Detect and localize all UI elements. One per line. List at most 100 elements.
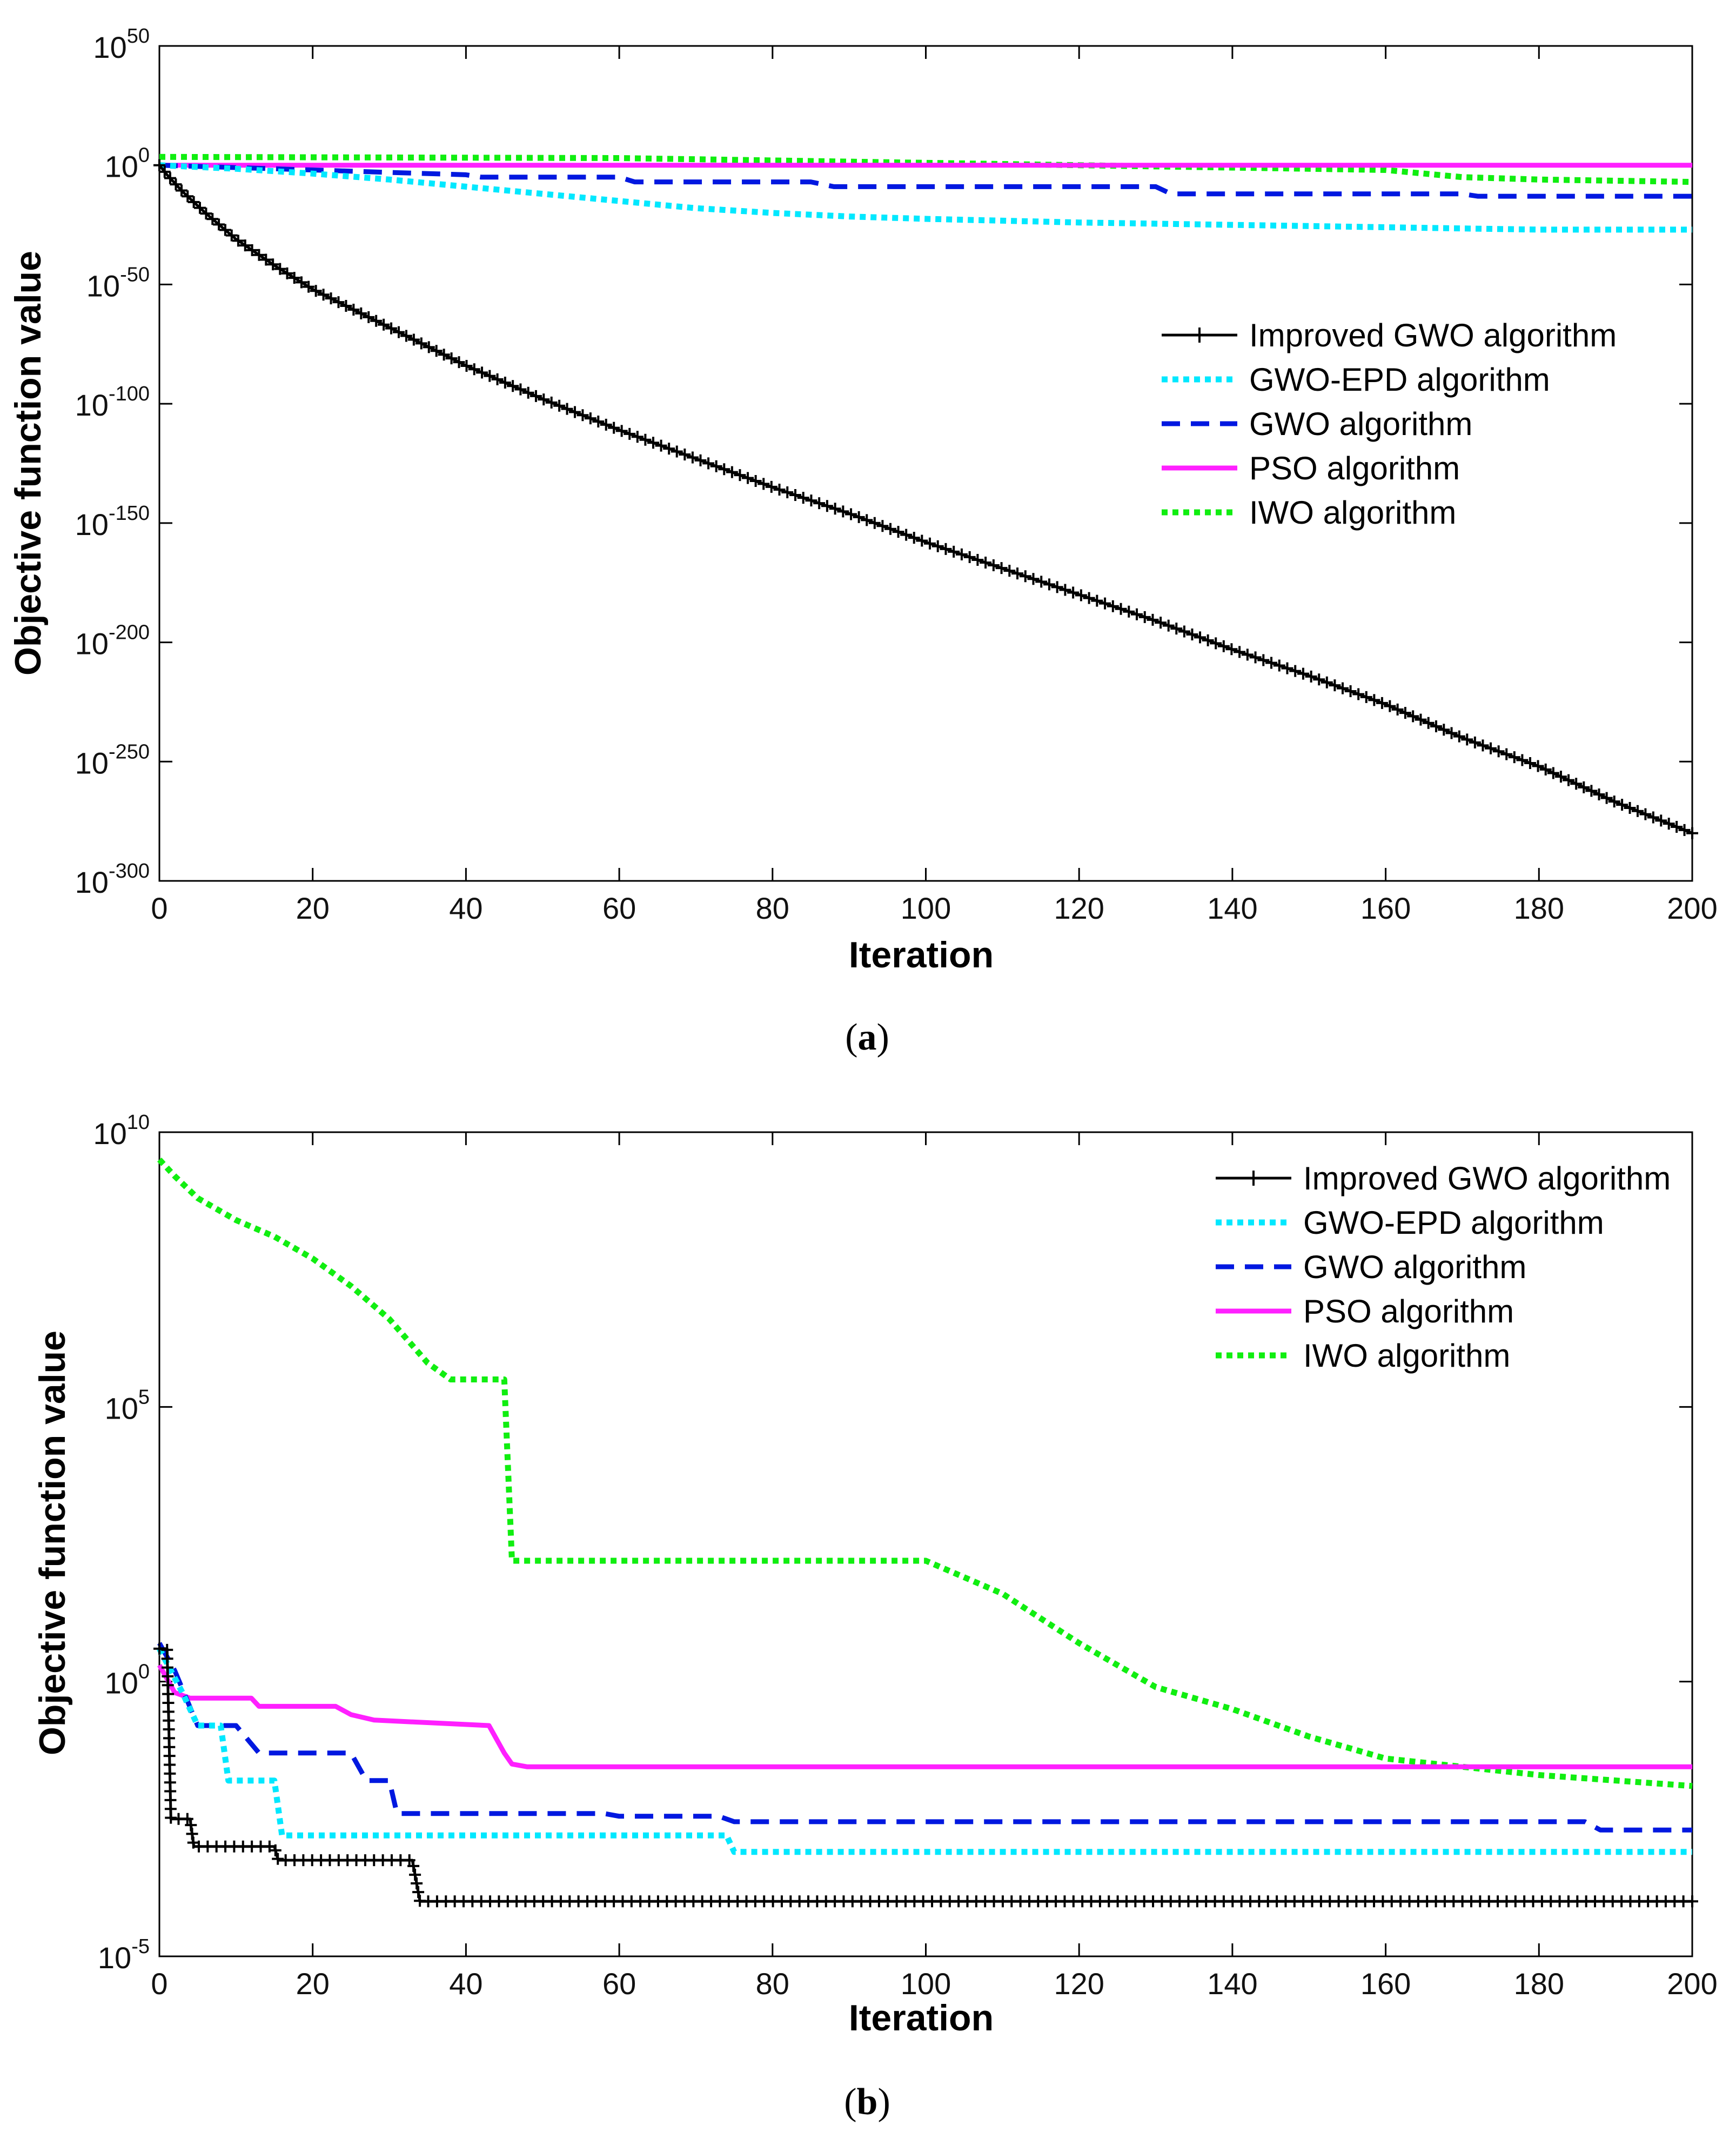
plus-marker bbox=[269, 1844, 281, 1856]
plus-marker bbox=[908, 532, 920, 544]
y-tick-exponent: -150 bbox=[109, 502, 150, 525]
plus-marker bbox=[1210, 637, 1222, 650]
plus-marker bbox=[185, 1819, 197, 1831]
plus-marker bbox=[355, 307, 367, 319]
plus-marker bbox=[734, 469, 746, 482]
y-axis-label-b: Objective function value bbox=[32, 1331, 73, 1755]
plus-marker bbox=[726, 466, 738, 478]
plus-marker bbox=[200, 208, 212, 220]
plus-marker bbox=[1524, 757, 1536, 769]
plus-marker bbox=[317, 289, 330, 301]
plus-marker bbox=[232, 235, 244, 247]
y-tick-exponent: -250 bbox=[109, 740, 150, 763]
plus-marker bbox=[1508, 751, 1520, 764]
x-tick-label: 140 bbox=[1207, 891, 1257, 925]
plus-marker bbox=[1624, 801, 1636, 814]
plus-marker bbox=[931, 540, 944, 552]
plus-marker bbox=[608, 422, 620, 434]
plus-marker bbox=[438, 349, 450, 361]
plus-marker bbox=[378, 318, 390, 331]
legend-label: GWO algorithm bbox=[1249, 406, 1472, 442]
plot-area-b bbox=[158, 1131, 1693, 1957]
caption-a: (a) bbox=[845, 1017, 889, 1058]
plus-marker bbox=[1469, 736, 1481, 748]
plus-marker bbox=[411, 1877, 423, 1890]
plus-marker bbox=[1297, 667, 1309, 680]
plus-marker bbox=[499, 377, 511, 389]
plus-marker bbox=[1027, 573, 1040, 585]
plus-marker bbox=[239, 239, 251, 252]
y-tick-label: 10-100 bbox=[75, 383, 150, 422]
plus-marker bbox=[1608, 796, 1620, 808]
series-line-gwo-epd-algorithm bbox=[159, 162, 1692, 233]
plus-marker bbox=[916, 534, 928, 547]
plus-marker bbox=[412, 1886, 425, 1899]
y-tick-base: 10 bbox=[75, 865, 109, 899]
plus-marker bbox=[445, 352, 458, 365]
plus-marker bbox=[758, 478, 770, 490]
legend-label: IWO algorithm bbox=[1249, 494, 1456, 531]
plus-marker bbox=[1485, 742, 1497, 754]
plus-marker bbox=[1083, 592, 1095, 604]
y-tick-labels-a: 105010010-5010-10010-15010-20010-25010-3… bbox=[75, 25, 150, 899]
plus-marker bbox=[1313, 673, 1325, 686]
plus-marker bbox=[340, 300, 352, 312]
plus-marker bbox=[861, 514, 873, 526]
plus-marker bbox=[797, 492, 809, 504]
caption-a-close: ) bbox=[877, 1017, 889, 1058]
plus-marker bbox=[186, 1828, 198, 1840]
plus-marker bbox=[153, 1642, 165, 1655]
plus-marker bbox=[1115, 603, 1127, 615]
plus-marker bbox=[1329, 679, 1341, 692]
y-tick-label: 10-250 bbox=[75, 740, 150, 780]
plus-marker bbox=[1376, 697, 1388, 709]
plus-marker bbox=[1438, 724, 1450, 736]
legend-entry: GWO-EPD algorithm bbox=[1162, 362, 1550, 398]
plus-marker bbox=[923, 537, 936, 550]
y-tick-label: 10-5 bbox=[98, 1935, 150, 1975]
y-tick-label: 100 bbox=[105, 144, 150, 184]
legend-a: Improved GWO algorithm GWO-EPD algorithm G… bbox=[1162, 317, 1617, 531]
plus-marker bbox=[476, 366, 488, 379]
y-tick-base: 10 bbox=[93, 1117, 126, 1151]
plus-marker bbox=[1639, 808, 1652, 820]
plus-marker bbox=[225, 229, 238, 242]
plus-marker bbox=[1281, 662, 1293, 674]
x-tick-label: 20 bbox=[296, 891, 330, 925]
legend-marker bbox=[1192, 327, 1207, 343]
y-tick-label: 100 bbox=[105, 1661, 150, 1700]
plus-marker bbox=[971, 553, 984, 566]
x-tick-labels-b: 0 20 40 60 80 100 120 140 160 180 200 bbox=[151, 1967, 1717, 2001]
plot-area-a bbox=[158, 45, 1693, 882]
plus-marker bbox=[624, 427, 636, 440]
plus-marker bbox=[1265, 657, 1278, 669]
plus-marker bbox=[409, 1868, 421, 1881]
y-tick-exponent: 10 bbox=[127, 1111, 150, 1134]
axis-ticks-a bbox=[158, 45, 1693, 882]
y-tick-label: 10-200 bbox=[75, 621, 150, 661]
plus-marker bbox=[1147, 613, 1159, 626]
plus-marker bbox=[400, 330, 412, 342]
plus-marker bbox=[655, 439, 667, 452]
plus-marker bbox=[545, 396, 558, 409]
plus-marker bbox=[430, 345, 443, 357]
y-tick-exponent: -5 bbox=[131, 1935, 150, 1958]
y-tick-base: 10 bbox=[98, 1941, 131, 1975]
plus-marker bbox=[153, 159, 165, 171]
plus-marker bbox=[813, 497, 826, 510]
plus-marker bbox=[829, 503, 841, 515]
plus-marker bbox=[165, 1812, 177, 1824]
plus-marker bbox=[1257, 654, 1270, 666]
caption-b-close: ) bbox=[877, 2081, 890, 2123]
x-tick-label: 0 bbox=[151, 891, 167, 925]
x-axis-label-b: Iteration bbox=[849, 1997, 994, 2038]
plus-marker bbox=[718, 463, 730, 476]
plus-marker bbox=[295, 276, 307, 289]
plus-marker bbox=[702, 457, 715, 470]
y-tick-base: 10 bbox=[86, 269, 120, 303]
plus-marker bbox=[1578, 781, 1590, 793]
y-tick-exponent: -100 bbox=[109, 383, 150, 405]
legend-label: GWO algorithm bbox=[1303, 1249, 1526, 1285]
plus-marker bbox=[553, 399, 566, 412]
